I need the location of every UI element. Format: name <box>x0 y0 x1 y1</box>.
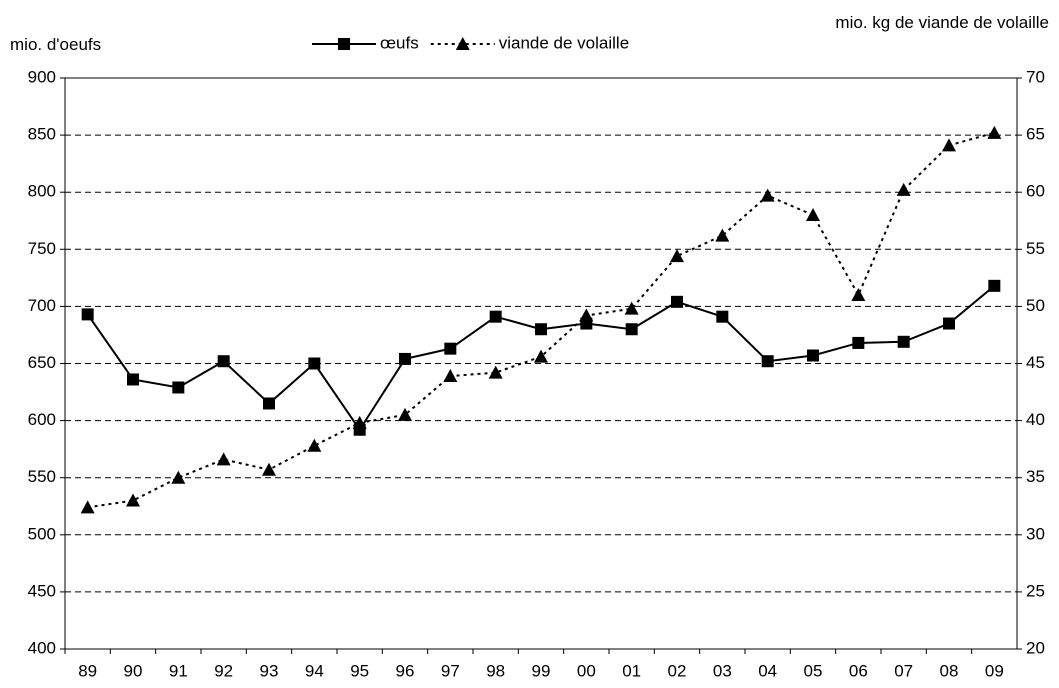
y-tick-label: 400 <box>28 638 56 657</box>
point <box>171 470 186 484</box>
x-tick-label: 00 <box>577 661 596 680</box>
y-tick-label: 750 <box>28 239 56 258</box>
y-tick-label: 550 <box>28 467 56 486</box>
point <box>716 310 729 323</box>
y2-tick-label: 30 <box>1026 524 1045 543</box>
y2-tick-label: 20 <box>1026 638 1045 657</box>
point <box>488 365 503 379</box>
point <box>897 335 910 348</box>
point <box>761 355 774 368</box>
point <box>216 452 231 466</box>
point <box>352 415 367 429</box>
line <box>87 131 995 509</box>
point <box>851 287 866 301</box>
y-tick-label: 450 <box>28 581 56 600</box>
y2-axis-title: mio. kg de viande de volaille <box>835 13 1049 32</box>
point <box>852 336 865 349</box>
y2-tick-label: 25 <box>1026 581 1045 600</box>
point <box>172 381 185 394</box>
x-tick-label: 94 <box>305 661 324 680</box>
x-tick-label: 96 <box>396 661 415 680</box>
point <box>625 323 638 336</box>
y-tick-label: 500 <box>28 524 56 543</box>
y2-tick-label: 65 <box>1026 125 1045 144</box>
x-tick-label: 95 <box>350 661 369 680</box>
point <box>807 349 819 362</box>
x-tick-label: 05 <box>804 661 823 680</box>
legend-label: œufs <box>380 33 419 52</box>
point <box>489 310 502 323</box>
y2-tick-label: 45 <box>1026 353 1045 372</box>
point <box>670 249 684 263</box>
point <box>806 208 820 222</box>
point <box>760 188 775 202</box>
x-tick-label: 04 <box>758 661 777 680</box>
plot-frame <box>64 77 1018 650</box>
point <box>398 407 412 421</box>
point <box>943 317 955 330</box>
y2-tick-label: 70 <box>1026 67 1045 86</box>
x-tick-label: 07 <box>894 661 913 680</box>
y-tick-label: 900 <box>28 67 56 86</box>
y2-tick-label: 50 <box>1026 296 1045 315</box>
point <box>535 323 547 336</box>
x-tick-label: 93 <box>260 661 279 680</box>
x-tick-label: 98 <box>486 661 505 680</box>
y-axis-title: mio. d'oeufs <box>10 35 102 54</box>
x-tick-label: 91 <box>169 661 188 680</box>
point <box>624 301 639 315</box>
point <box>81 308 94 321</box>
point <box>534 349 548 363</box>
y-tick-label: 650 <box>28 353 56 372</box>
x-tick-label: 99 <box>532 661 551 680</box>
point <box>896 182 911 196</box>
point <box>126 493 140 507</box>
x-tick-label: 92 <box>214 661 233 680</box>
point <box>579 308 594 322</box>
point <box>444 342 457 355</box>
point <box>671 295 683 308</box>
point <box>127 373 139 386</box>
x-tick-label: 03 <box>713 661 732 680</box>
point <box>80 500 95 514</box>
x-tick-label: 01 <box>622 661 641 680</box>
point <box>988 279 1001 292</box>
y2-tick-label: 40 <box>1026 410 1045 429</box>
x-tick-label: 90 <box>124 661 143 680</box>
x-tick-label: 02 <box>668 661 687 680</box>
point <box>263 397 275 410</box>
point <box>308 357 321 370</box>
point <box>217 355 230 368</box>
x-tick-label: 89 <box>78 661 97 680</box>
y2-tick-label: 35 <box>1026 467 1045 486</box>
x-tick-label: 97 <box>441 661 460 680</box>
y2-tick-label: 60 <box>1026 182 1045 201</box>
y-tick-label: 850 <box>28 125 56 144</box>
point <box>262 462 276 476</box>
legend-marker <box>455 37 470 50</box>
x-tick-label: 08 <box>940 661 959 680</box>
point <box>399 352 411 365</box>
y2-tick-label: 55 <box>1026 239 1045 258</box>
point <box>715 228 730 242</box>
y-tick-label: 700 <box>28 296 56 315</box>
y-tick-label: 600 <box>28 410 56 429</box>
y-tick-label: 800 <box>28 182 56 201</box>
x-tick-label: 06 <box>849 661 868 680</box>
point <box>942 138 956 152</box>
point <box>443 369 458 383</box>
legend-marker <box>338 38 350 50</box>
point <box>987 125 1002 139</box>
x-tick-label: 09 <box>985 661 1004 680</box>
legend-label: viande de volaille <box>499 33 629 52</box>
point <box>307 438 322 452</box>
